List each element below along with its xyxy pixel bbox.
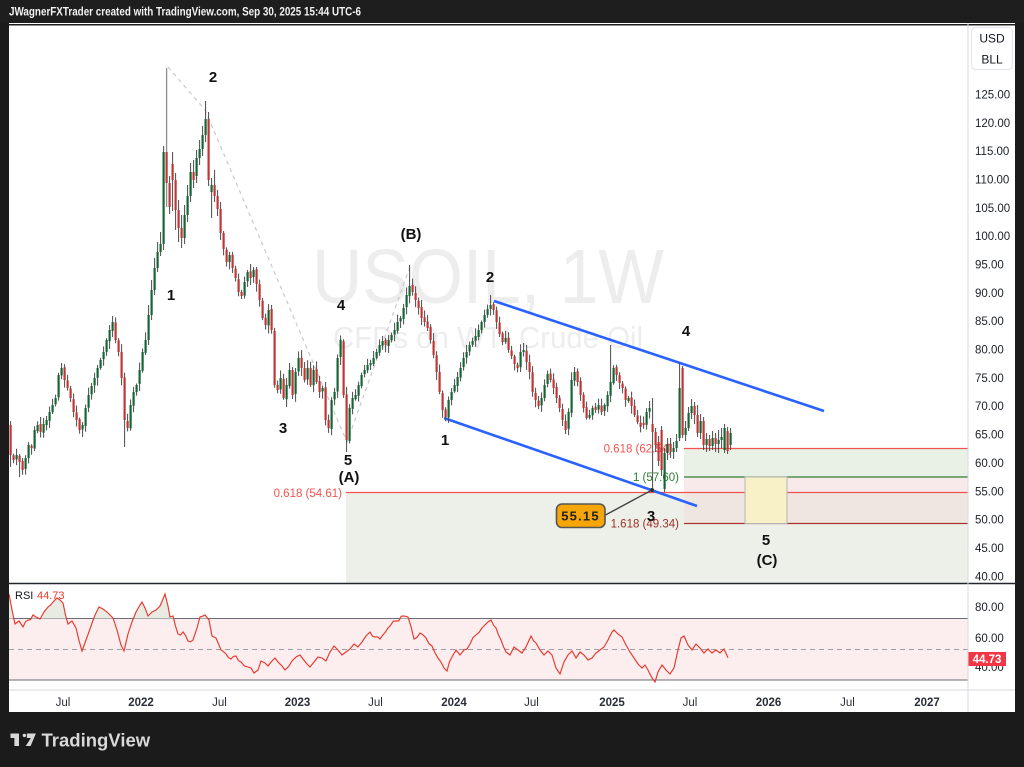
svg-text:USOIL, 1W: USOIL, 1W xyxy=(312,234,664,320)
svg-text:55.15: 55.15 xyxy=(561,509,600,524)
svg-text:60.00: 60.00 xyxy=(975,633,1004,645)
svg-text:90.00: 90.00 xyxy=(975,288,1004,300)
svg-text:65.00: 65.00 xyxy=(975,430,1004,442)
svg-text:120.00: 120.00 xyxy=(975,118,1010,130)
svg-text:50.00: 50.00 xyxy=(975,515,1004,527)
svg-text:4: 4 xyxy=(682,323,691,340)
svg-text:(C): (C) xyxy=(757,552,778,569)
svg-text:2: 2 xyxy=(486,269,494,286)
svg-text:60.00: 60.00 xyxy=(975,458,1004,470)
svg-text:Jul: Jul xyxy=(683,697,698,709)
svg-text:105.00: 105.00 xyxy=(975,203,1010,215)
svg-text:95.00: 95.00 xyxy=(975,260,1004,272)
svg-text:5: 5 xyxy=(344,452,352,469)
svg-text:0.618 (54.61): 0.618 (54.61) xyxy=(274,488,343,500)
svg-text:0.618 (62.54): 0.618 (62.54) xyxy=(604,444,673,456)
svg-text:(B): (B) xyxy=(401,226,422,243)
svg-text:55.00: 55.00 xyxy=(975,486,1004,498)
svg-text:2023: 2023 xyxy=(285,697,311,709)
svg-text:110.00: 110.00 xyxy=(975,175,1009,187)
svg-text:3: 3 xyxy=(647,508,655,525)
svg-text:4: 4 xyxy=(337,297,346,314)
svg-text:75.00: 75.00 xyxy=(975,373,1004,385)
svg-text:TradingView: TradingView xyxy=(42,730,151,751)
svg-text:1 (57.60): 1 (57.60) xyxy=(633,472,679,484)
svg-text:2024: 2024 xyxy=(441,697,467,709)
svg-text:BLL: BLL xyxy=(981,53,1003,67)
svg-text:44.73: 44.73 xyxy=(37,590,65,602)
svg-text:2: 2 xyxy=(209,69,217,86)
svg-text:3: 3 xyxy=(279,420,287,437)
svg-text:100.00: 100.00 xyxy=(975,231,1010,243)
svg-text:Jul: Jul xyxy=(368,697,383,709)
svg-text:2027: 2027 xyxy=(914,697,940,709)
svg-text:Jul: Jul xyxy=(212,697,227,709)
svg-text:Jul: Jul xyxy=(56,697,71,709)
svg-text:Jul: Jul xyxy=(840,697,855,709)
svg-text:Jul: Jul xyxy=(524,697,539,709)
svg-text:USD: USD xyxy=(979,32,1005,46)
svg-text:115.00: 115.00 xyxy=(975,146,1009,158)
svg-text:2025: 2025 xyxy=(599,697,625,709)
svg-text:40.00: 40.00 xyxy=(975,571,1004,583)
svg-text:JWagnerFXTrader created with T: JWagnerFXTrader created with TradingView… xyxy=(9,7,361,19)
svg-text:1.618 (49.34): 1.618 (49.34) xyxy=(611,519,680,531)
svg-text:(A): (A) xyxy=(339,469,360,486)
svg-text:45.00: 45.00 xyxy=(975,543,1004,555)
svg-text:125.00: 125.00 xyxy=(975,90,1010,102)
svg-text:2022: 2022 xyxy=(128,697,154,709)
svg-text:RSI: RSI xyxy=(15,590,33,602)
svg-text:70.00: 70.00 xyxy=(975,401,1004,413)
svg-text:44.73: 44.73 xyxy=(973,654,1002,666)
svg-text:80.00: 80.00 xyxy=(975,602,1004,614)
svg-text:80.00: 80.00 xyxy=(975,345,1004,357)
svg-text:2026: 2026 xyxy=(756,697,782,709)
svg-text:85.00: 85.00 xyxy=(975,316,1004,328)
svg-text:1: 1 xyxy=(167,287,175,304)
svg-text:5: 5 xyxy=(762,532,770,549)
svg-text:1: 1 xyxy=(441,432,449,449)
